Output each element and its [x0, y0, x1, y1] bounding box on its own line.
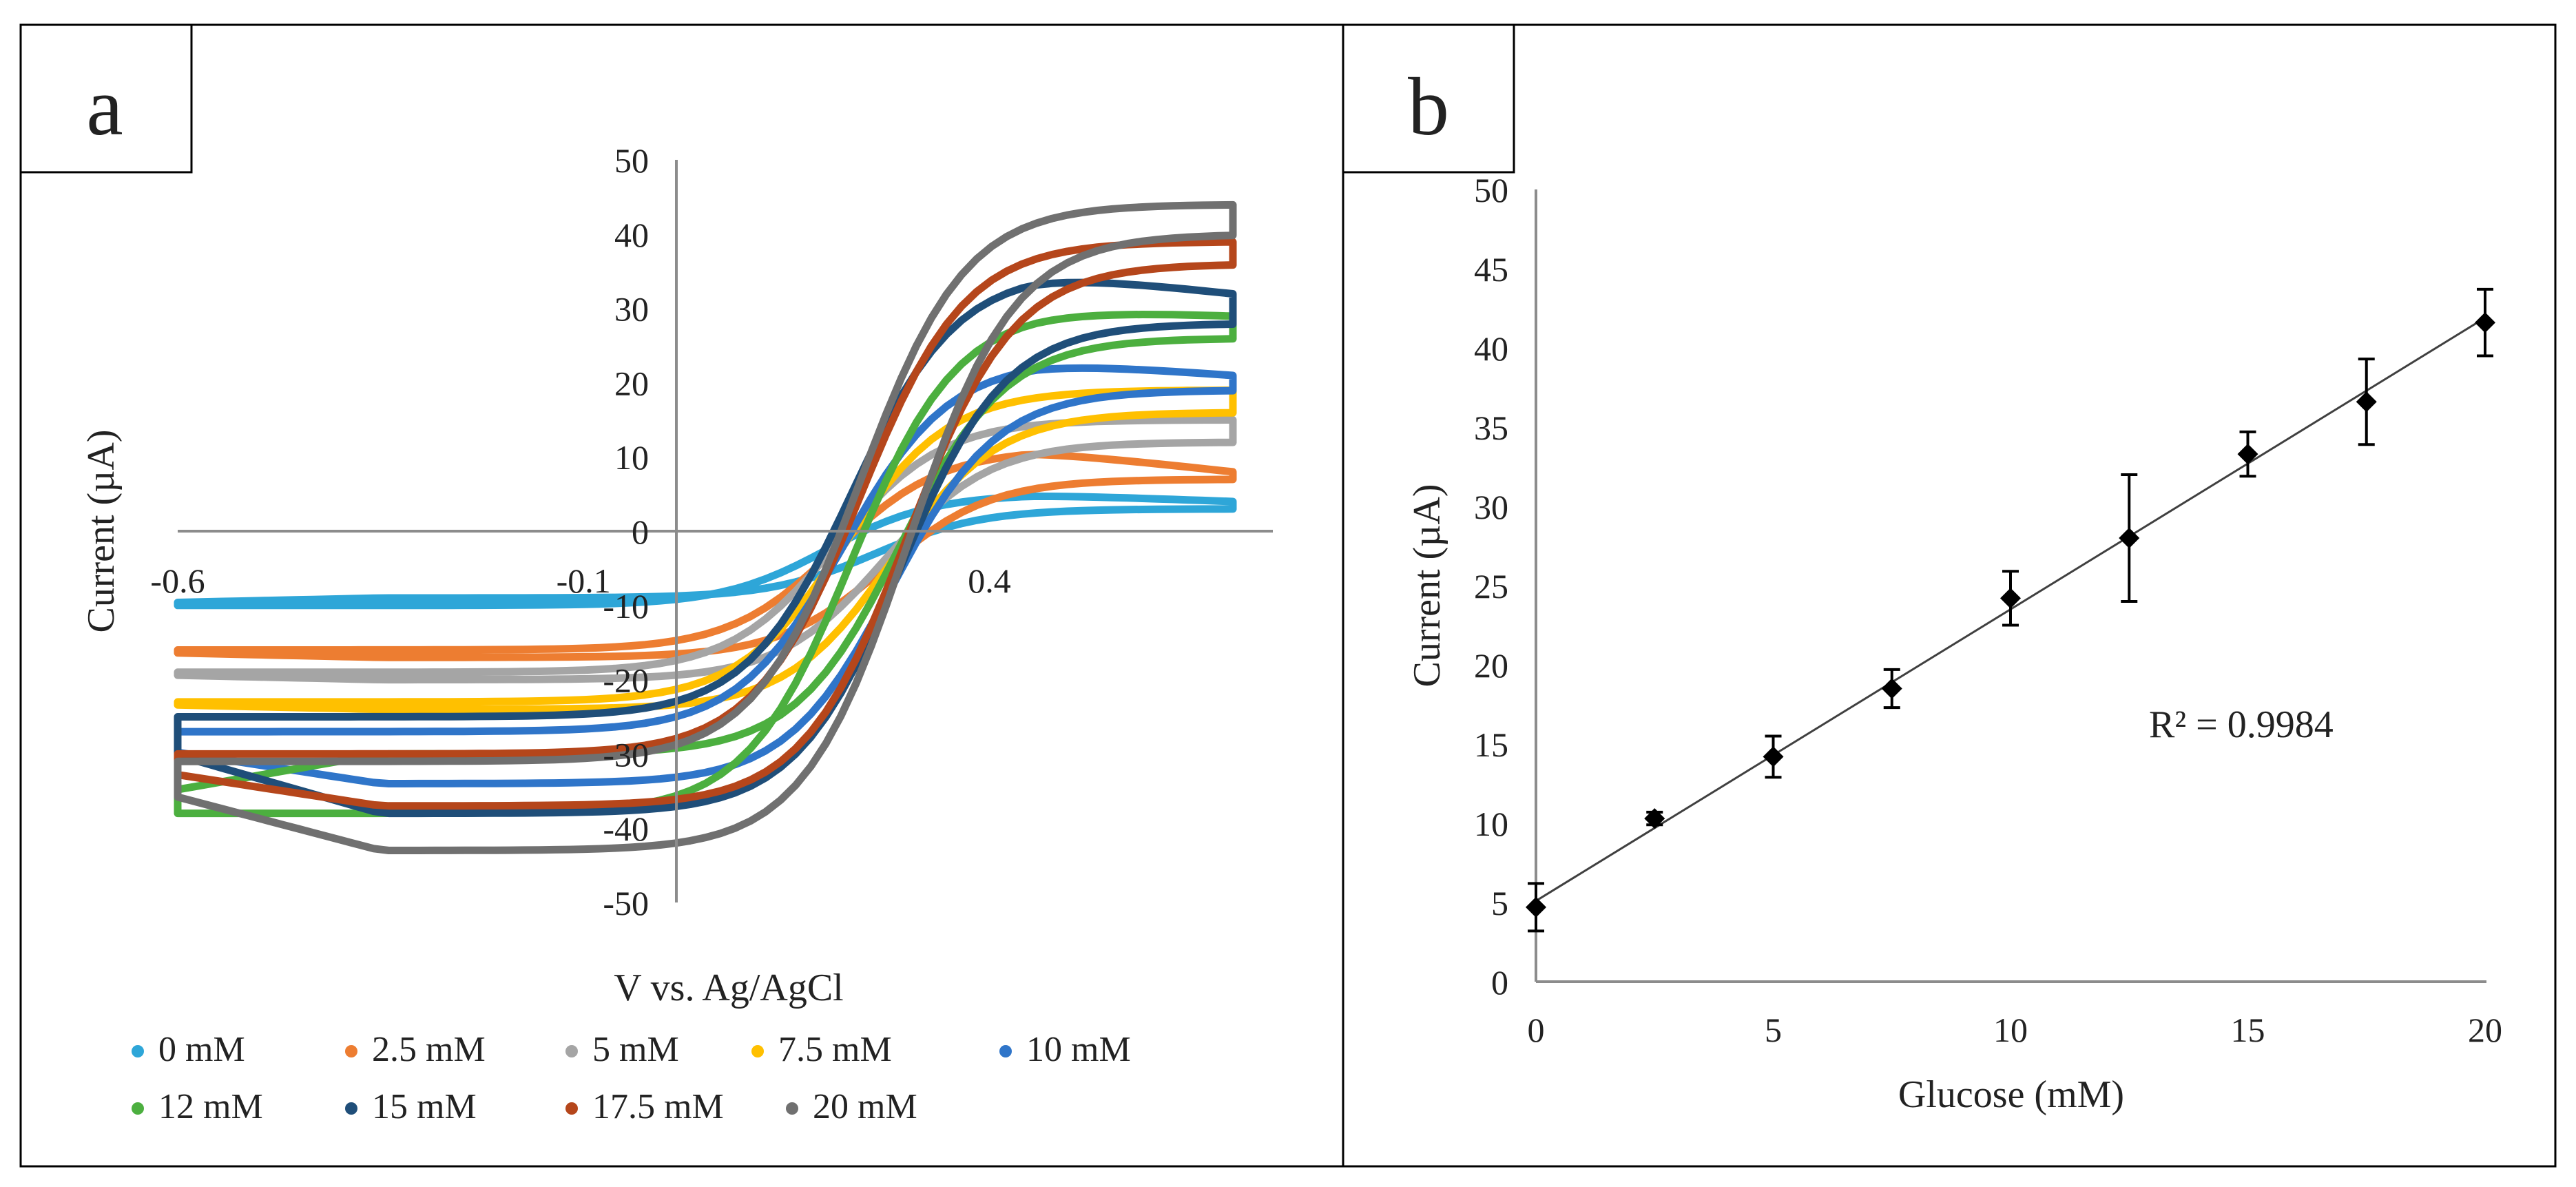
- x-tick-label: 0.4: [968, 561, 1011, 600]
- legend-item: 17.5 mM: [565, 1087, 724, 1126]
- y-tick-label: 30: [614, 290, 649, 329]
- panel-a-label: a: [86, 61, 123, 152]
- panel-b-frame: [1342, 23, 2557, 1168]
- legend-label: 20 mM: [813, 1087, 917, 1126]
- data-point: [1763, 746, 1784, 767]
- cv-series-15-mM: [174, 278, 1237, 818]
- data-point: [2237, 444, 2258, 465]
- y-tick-labels-b: 0 5 10 15 20 25 30 35 40 45 50: [1474, 171, 1508, 1002]
- legend-marker: [132, 1102, 144, 1115]
- y-tick-label: 20: [1474, 646, 1508, 685]
- panel-a-label-box: [19, 23, 193, 174]
- data-point: [2475, 312, 2495, 333]
- y-tick-label: 0: [1491, 963, 1508, 1002]
- cv-series-20-mM: [174, 200, 1237, 854]
- legend-item: 7.5 mM: [751, 1030, 892, 1069]
- x-tick-labels-a: -0.6 -0.1 0.4: [150, 561, 1010, 600]
- data-point: [2000, 588, 2021, 609]
- y-tick-label: -10: [603, 587, 649, 626]
- legend-item: 0 mM: [132, 1030, 245, 1069]
- data-point: [1881, 678, 1902, 699]
- legend-marker: [751, 1045, 764, 1057]
- legend-label: 7.5 mM: [778, 1030, 892, 1069]
- y-tick-label: 50: [1474, 171, 1508, 209]
- y-tick-label: 25: [1474, 567, 1508, 606]
- chart-b: 0 5 10 15 20 25 30 35 40 45 50 0 5 10 15 20 R² = 0.998…: [1406, 171, 2502, 1116]
- cv-series-2.5-mM: [174, 451, 1237, 661]
- legend-marker: [565, 1102, 578, 1115]
- cv-curves: [174, 200, 1237, 854]
- legend-label: 12 mM: [158, 1087, 263, 1126]
- legend-marker: [345, 1045, 357, 1057]
- y-tick-labels-a: 50 40 30 20 10 0 -10 -20 -30 -40 -50: [603, 141, 649, 922]
- y-tick-label: -50: [603, 884, 649, 922]
- y-axis-title-a: Current (µA): [80, 429, 123, 632]
- y-tick-label: -20: [603, 661, 649, 700]
- x-tick-label: 15: [2231, 1011, 2265, 1049]
- legend-item: 20 mM: [786, 1087, 917, 1126]
- x-tick-label: 0: [1528, 1011, 1545, 1049]
- legend-item: 5 mM: [565, 1030, 679, 1069]
- legend-label: 15 mM: [372, 1087, 477, 1126]
- y-tick-label: -30: [603, 735, 649, 774]
- legend-item: 12 mM: [132, 1087, 263, 1126]
- y-tick-label: 10: [1474, 805, 1508, 843]
- y-axis-title-b: Current (µA): [1406, 484, 1448, 687]
- legend-marker: [565, 1045, 578, 1057]
- cv-series-5-mM: [174, 416, 1237, 684]
- r-squared-annotation: R² = 0.9984: [2149, 703, 2334, 746]
- data-points: [1526, 312, 2495, 918]
- legend-item: 10 mM: [999, 1030, 1131, 1069]
- legend-item: 2.5 mM: [345, 1030, 486, 1069]
- y-tick-label: 15: [1474, 725, 1508, 764]
- y-tick-label: 40: [1474, 329, 1508, 368]
- cv-series-17.5-mM: [174, 238, 1237, 810]
- legend-label: 2.5 mM: [372, 1030, 486, 1069]
- data-point: [1526, 896, 1546, 918]
- y-tick-label: 20: [614, 364, 649, 402]
- legend-label: 10 mM: [1026, 1030, 1131, 1069]
- cv-series-12-mM: [174, 311, 1237, 818]
- cv-series-10-mM: [174, 364, 1237, 787]
- legend-marker: [786, 1102, 798, 1115]
- panel-b-label: b: [1408, 61, 1449, 152]
- data-point: [1644, 808, 1665, 829]
- legend-marker: [132, 1045, 144, 1057]
- y-tick-label: 10: [614, 438, 649, 477]
- x-axis-title-a: V vs. Ag/AgCl: [614, 967, 843, 1009]
- y-tick-label: 35: [1474, 409, 1508, 447]
- x-tick-label: 10: [1993, 1011, 2028, 1049]
- x-tick-label: -0.1: [557, 561, 611, 600]
- y-tick-label: 40: [614, 216, 649, 254]
- x-tick-label: 5: [1765, 1011, 1782, 1049]
- legend-label: 17.5 mM: [592, 1087, 724, 1126]
- data-point: [2119, 528, 2140, 548]
- x-axis-title-b: Glucose (mM): [1898, 1073, 2124, 1116]
- y-tick-label: 5: [1491, 884, 1508, 922]
- y-tick-label: 30: [1474, 488, 1508, 526]
- cv-series-0-mM: [174, 492, 1237, 610]
- legend-label: 0 mM: [158, 1030, 245, 1069]
- x-tick-label: 20: [2468, 1011, 2502, 1049]
- x-tick-label: -0.6: [150, 561, 205, 600]
- legend-label: 5 mM: [592, 1030, 679, 1069]
- legend-marker: [999, 1045, 1012, 1057]
- chart-a: 50 40 30 20 10 0 -10 -20 -30 -40 -50 -0.6 -0.1 0.4 C…: [80, 141, 1273, 1126]
- y-tick-label: -40: [603, 809, 649, 848]
- panel-b-label-box: [1342, 23, 1515, 174]
- x-tick-labels-b: 0 5 10 15 20: [1528, 1011, 2503, 1049]
- y-tick-label: 0: [632, 513, 649, 551]
- error-bars: [1528, 287, 2493, 933]
- y-tick-label: 50: [614, 141, 649, 180]
- legend-marker: [345, 1102, 357, 1115]
- legend-item: 15 mM: [345, 1087, 477, 1126]
- cv-series-7.5-mM: [174, 386, 1237, 714]
- legend-a: 0 mM 2.5 mM 5 mM 7.5 mM 10 mM 12 mM 15 mM 17.5 …: [132, 1030, 1131, 1126]
- data-point: [2356, 391, 2377, 413]
- y-tick-label: 45: [1474, 250, 1508, 289]
